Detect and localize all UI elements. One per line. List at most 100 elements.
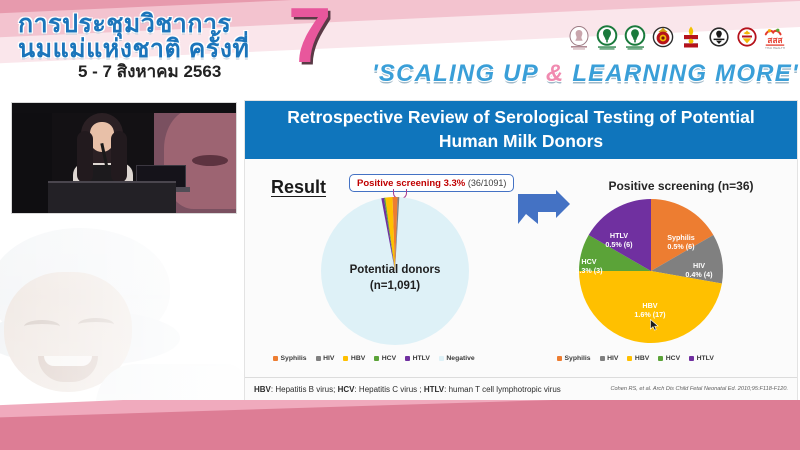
footer-pink-band [0, 400, 800, 450]
photo-fade-overlay-vertical [0, 214, 250, 420]
legend-item-htlv: HTLV [689, 355, 714, 362]
pie-right-svg [579, 199, 724, 344]
slice-hbv [385, 197, 395, 271]
segment-label-hcv-value: 0.3% (3) [575, 266, 603, 276]
slogan-part-1: 'SCALING UP [372, 60, 546, 87]
legend-swatch-htlv [689, 356, 695, 361]
legend-item-hiv: HIV [599, 355, 619, 362]
abbreviation-definitions: HBV: Hepatitis B virus; HCV: Hepatitis C… [254, 385, 561, 394]
segment-label-hbv: HBV 1.6% (17) [619, 301, 681, 319]
segment-label-htlv-name: HTLV [609, 231, 629, 240]
pie-left-svg [321, 197, 469, 345]
potential-donors-label-line1: Potential donors [349, 264, 441, 276]
segment-label-htlv: HTLV 0.5% (6) [593, 231, 645, 249]
photo-fade-overlay [0, 214, 250, 420]
legend-swatch-negative [438, 356, 444, 361]
legend-swatch-syphilis [557, 356, 562, 361]
segment-label-syphilis: Syphilis 0.5% (6) [653, 233, 709, 251]
legend-label-hcv: HCV [665, 355, 681, 362]
slice-syphilis [392, 197, 398, 271]
legend-swatch-hiv [599, 356, 605, 361]
result-heading: Result [271, 177, 327, 197]
smiling-baby-photo [0, 214, 250, 420]
video-top-shadow [12, 103, 236, 113]
segment-label-syphilis-name: Syphilis [667, 233, 695, 242]
slice-hcv [579, 235, 651, 271]
thaihealth-sss-logo: สสส THAI HEALTH [763, 24, 787, 52]
segment-label-hiv-value: 0.4% (4) [685, 270, 713, 280]
slogan-ampersand: & [545, 60, 565, 87]
segment-label-hbv-value: 1.6% (17) [634, 310, 666, 320]
legend-swatch-syphilis [273, 356, 278, 361]
abbr-htlv-key: HTLV [423, 385, 445, 394]
university-emblem-logo [707, 24, 731, 52]
legend-swatch-htlv [405, 356, 411, 361]
legend-label-hiv: HIV [607, 355, 619, 362]
legend-item-htlv: HTLV [405, 355, 430, 362]
speaker-hair-right [111, 131, 127, 183]
legend-label-hiv: HIV [323, 355, 335, 362]
segment-label-hcv: HCV 0.3% (3) [567, 257, 611, 275]
sponsor-logos-row: สสส THAI HEALTH [567, 24, 787, 52]
legend-item-syphilis: Syphilis [557, 355, 591, 362]
conference-header-banner: การประชุมวิชาการ นมแม่แห่งชาติ ครั้งที่ … [0, 0, 800, 95]
slide-footnote: HBV: Hepatitis B virus; HCV: Hepatitis C… [245, 377, 797, 409]
potential-donors-pie-chart: Potential donors (n=1,091) [290, 195, 500, 355]
pie-left-legend: Syphilis HIV HBV HCV HTLV Negative [273, 355, 475, 362]
segment-label-hiv-name: HIV [693, 261, 705, 270]
legend-label-negative: Negative [446, 355, 475, 362]
legend-label-hbv: HBV [634, 355, 650, 362]
royal-seal-logo [567, 24, 591, 52]
slice-hiv [395, 197, 400, 271]
conference-title-thai-line2: นมแม่แห่งชาติ ครั้งที่ [18, 35, 250, 63]
legend-item-negative: Negative [438, 355, 475, 362]
segment-label-hbv-name: HBV [642, 301, 658, 310]
slice-htlv [381, 197, 395, 271]
royal-crest-logo [735, 24, 759, 52]
conference-edition-number: 7 [288, 0, 332, 79]
royal-college-logo [679, 24, 703, 52]
legend-label-hbv: HBV [350, 355, 366, 362]
mouse-cursor-icon [650, 319, 659, 331]
legend-item-hbv: HBV [627, 355, 649, 362]
legend-swatch-hcv [658, 356, 664, 361]
segment-label-htlv-value: 0.5% (6) [605, 240, 633, 250]
legend-label-htlv: HTLV [696, 355, 714, 362]
abbr-hcv-key: HCV [337, 385, 355, 394]
segment-label-hcv-name: HCV [581, 257, 597, 266]
legend-swatch-hbv [343, 356, 349, 361]
video-left-shadow [12, 103, 52, 213]
potential-donors-label-line2: (n=1,091) [369, 279, 421, 292]
svg-text:สสส: สสส [767, 35, 783, 45]
abbr-hbv-key: HBV [254, 385, 271, 394]
svg-text:THAI HEALTH: THAI HEALTH [765, 46, 785, 50]
speaker-video-thumbnail[interactable] [11, 102, 237, 214]
video-screen-face-eye [192, 155, 228, 166]
slice-syphilis [651, 199, 714, 271]
abbr-hbv-value: : Hepatitis B virus; [270, 385, 338, 394]
pie-right-legend: Syphilis HIV HBV HCV HTLV [557, 355, 714, 362]
slice-hbv [579, 271, 722, 344]
department-health-logo [623, 24, 647, 52]
legend-item-hbv: HBV [343, 355, 365, 362]
positive-screening-chart-title: Positive screening (n=36) [608, 179, 754, 193]
podium [48, 181, 176, 213]
citation-reference: Cohen RS, et al. Arch Dis Child Fetal Ne… [610, 386, 788, 392]
legend-label-hcv: HCV [381, 355, 397, 362]
legend-item-hiv: HIV [315, 355, 335, 362]
slice-htlv [588, 199, 651, 271]
legend-item-hcv: HCV [658, 355, 680, 362]
legend-label-syphilis: Syphilis [280, 355, 307, 362]
legend-item-hcv: HCV [374, 355, 396, 362]
legend-swatch-hbv [627, 356, 633, 361]
abbr-hcv-value: : Hepatitis C virus ; [354, 385, 424, 394]
callout-bold-text: Positive screening 3.3% [357, 177, 466, 189]
legend-label-htlv: HTLV [412, 355, 430, 362]
slice-hcv [383, 197, 395, 271]
blue-right-down-arrow-icon [518, 190, 570, 224]
legend-swatch-hiv [315, 356, 321, 361]
slide-title: Retrospective Review of Serological Test… [245, 101, 797, 159]
segment-label-hiv: HIV 0.4% (4) [673, 261, 725, 279]
segment-label-syphilis-value: 0.5% (6) [667, 242, 695, 252]
